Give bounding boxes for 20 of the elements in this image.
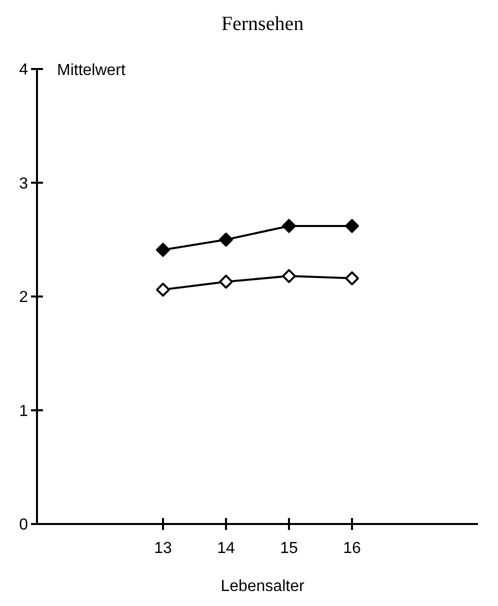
point [219, 274, 233, 289]
x-tick-label: 15 [280, 540, 298, 557]
y-axis-title: Mittelwert [57, 62, 126, 79]
point [219, 232, 233, 247]
point [156, 282, 170, 297]
point [345, 218, 359, 233]
x-tick-label: 13 [154, 540, 172, 557]
y-tick-label: 2 [19, 289, 28, 306]
y-tick-label: 3 [19, 175, 28, 192]
chart-title: Fernsehen [221, 13, 304, 35]
point [156, 242, 170, 257]
x-tick-label: 16 [343, 540, 361, 557]
y-tick-label: 0 [19, 516, 28, 534]
x-axis-title: Lebensalter [220, 578, 305, 595]
point [282, 218, 296, 233]
y-tick-label: 1 [19, 402, 28, 420]
y-tick-label: 4 [19, 62, 28, 79]
x-tick-label: 14 [217, 540, 235, 557]
point [345, 271, 359, 286]
point [282, 269, 296, 284]
